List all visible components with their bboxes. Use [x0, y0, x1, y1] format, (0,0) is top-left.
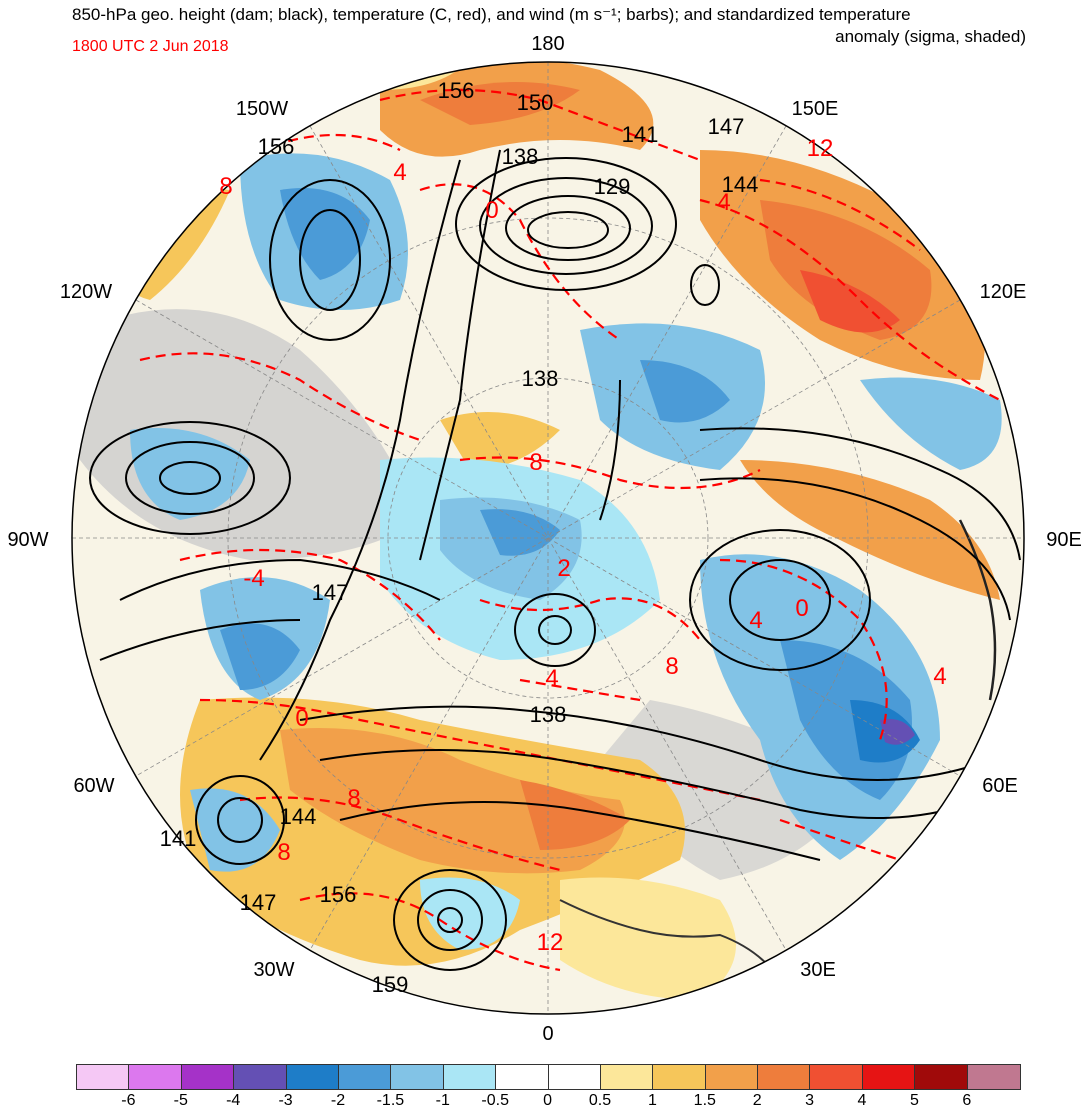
- temperature-label: 4: [545, 665, 558, 692]
- height-label: 147: [708, 114, 745, 139]
- colorbar-tick-label: -6: [121, 1092, 136, 1109]
- colorbar-tick-label: 1: [647, 1092, 657, 1109]
- colorbar-swatch: [234, 1065, 287, 1089]
- colorbar-swatch: [391, 1065, 444, 1089]
- colorbar-swatch: [653, 1065, 706, 1089]
- temperature-label: 8: [219, 173, 232, 200]
- colorbar-swatch: [77, 1065, 130, 1089]
- colorbar-swatch: [443, 1065, 497, 1089]
- colorbar-swatch: [915, 1065, 968, 1089]
- temperature-label: -4: [243, 565, 264, 592]
- temperature-label: 2: [557, 555, 570, 582]
- lon-label-120e: 120E: [980, 281, 1027, 303]
- colorbar-tick-label: -3: [278, 1092, 293, 1109]
- lon-label-90w: 90W: [7, 529, 48, 551]
- colorbar-tick-label: 3: [805, 1092, 815, 1109]
- colorbar: [76, 1064, 1022, 1090]
- graticule: [72, 62, 1024, 1014]
- height-label: 129: [594, 174, 631, 199]
- figure-title-continued: anomaly (sigma, shaded): [835, 27, 1026, 46]
- temperature-label: 8: [347, 785, 360, 812]
- temperature-label: 8: [277, 839, 290, 866]
- height-contours: [89, 149, 1021, 971]
- colorbar-swatch: [129, 1065, 182, 1089]
- valid-time: 1800 UTC 2 Jun 2018: [72, 38, 229, 55]
- lon-label-90e: 90E: [1046, 529, 1082, 551]
- lon-label-60w: 60W: [73, 775, 114, 797]
- temperature-label: 8: [529, 449, 542, 476]
- colorbar-swatch: [548, 1065, 601, 1089]
- lon-label-150w: 150W: [236, 98, 288, 120]
- lon-label-120w: 120W: [60, 281, 112, 303]
- height-label: 150: [517, 90, 554, 115]
- colorbar-tick-label: -5: [173, 1092, 188, 1109]
- colorbar-tick-label: -1.5: [376, 1092, 405, 1109]
- height-label: 138: [530, 702, 567, 727]
- temperature-label: 0: [295, 705, 308, 732]
- temperature-label: 12: [807, 135, 834, 162]
- height-label: 138: [502, 144, 539, 169]
- colorbar-tick-label: 0: [543, 1092, 553, 1109]
- colorbar-tick-label: -2: [330, 1092, 346, 1109]
- colorbar-swatch: [967, 1065, 1021, 1089]
- temperature-label: 4: [749, 607, 762, 634]
- height-label: 138: [522, 366, 559, 391]
- colorbar-swatch: [338, 1065, 392, 1089]
- height-label: 141: [160, 826, 197, 851]
- colorbar-swatch: [496, 1065, 549, 1089]
- temperature-label: 4: [717, 189, 730, 216]
- height-label: 147: [240, 890, 277, 915]
- figure-title: 850-hPa geo. height (dam; black), temper…: [72, 5, 911, 24]
- height-label: 156: [320, 882, 357, 907]
- colorbar-swatch: [600, 1065, 654, 1089]
- colorbar-tick-label: 4: [857, 1092, 867, 1109]
- temperature-label: 4: [393, 159, 406, 186]
- colorbar-tick-label: 2: [752, 1092, 762, 1109]
- temperature-label: 8: [665, 653, 678, 680]
- colorbar-swatch: [181, 1065, 235, 1089]
- colorbar-tick-label: 6: [962, 1092, 972, 1109]
- height-label: 159: [372, 972, 409, 997]
- colorbar-swatch: [705, 1065, 759, 1089]
- height-label: 144: [280, 804, 317, 829]
- temperature-label: 4: [933, 663, 946, 690]
- height-label: 156: [258, 134, 295, 159]
- polar-map: 180 150E 120E 90E 60E 30E 0 30W 60W 90W …: [7, 33, 1082, 1045]
- colorbar-tick-label: -1: [435, 1092, 450, 1109]
- lon-label-30w: 30W: [253, 959, 294, 981]
- temperature-label: 12: [537, 929, 564, 956]
- lon-label-60e: 60E: [982, 775, 1018, 797]
- lon-label-180: 180: [531, 33, 564, 55]
- height-label: 144: [722, 172, 759, 197]
- colorbar-swatch: [810, 1065, 863, 1089]
- lon-label-30e: 30E: [800, 959, 836, 981]
- colorbar-tick-label: 5: [909, 1092, 919, 1109]
- lon-label-150e: 150E: [792, 98, 839, 120]
- colorbar-swatch: [758, 1065, 811, 1089]
- height-label: 147: [312, 580, 349, 605]
- lon-label-0: 0: [542, 1023, 553, 1045]
- map-border: [71, 61, 1025, 1015]
- height-label: 156: [438, 78, 475, 103]
- colorbar-tick-label: 1.5: [693, 1092, 716, 1109]
- colorbar-tick-label: -4: [226, 1092, 241, 1109]
- temperature-label: 0: [485, 197, 498, 224]
- colorbar-swatch: [286, 1065, 339, 1089]
- colorbar-tick-label: -0.5: [481, 1092, 509, 1109]
- colorbar-tick-label: 0.5: [588, 1092, 612, 1109]
- temperature-label: 0: [795, 595, 808, 622]
- colorbar-swatch: [862, 1065, 916, 1089]
- height-label: 141: [622, 122, 659, 147]
